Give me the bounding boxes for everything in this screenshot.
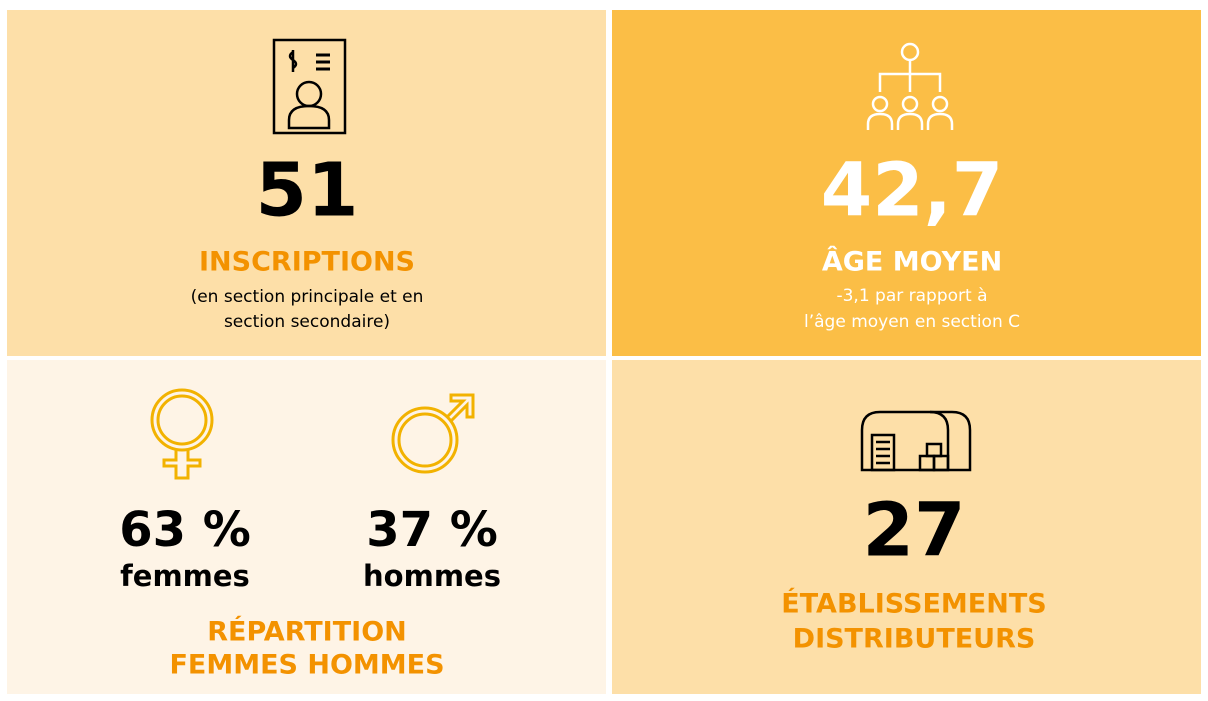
- male-icon: [391, 393, 475, 474]
- age-icon: [866, 42, 954, 130]
- label: ÂGE MOYEN: [822, 246, 1002, 278]
- label: ÉTABLISSEMENTS: [781, 588, 1046, 620]
- panel: [612, 10, 1201, 356]
- warehouse-icon: [860, 410, 972, 472]
- registration-icon: [272, 38, 347, 135]
- label: FEMMES HOMMES: [169, 650, 444, 681]
- value: 27: [863, 488, 966, 574]
- note: l’âge moyen en section C: [804, 312, 1020, 332]
- value: 51: [256, 148, 359, 234]
- label: hommes: [363, 559, 501, 593]
- label: DISTRIBUTEURS: [793, 624, 1036, 655]
- panel: [612, 360, 1201, 694]
- female-icon: [150, 388, 214, 480]
- note: (en section principale et en: [191, 287, 424, 307]
- value: 37 %: [366, 502, 498, 558]
- label: femmes: [120, 559, 250, 593]
- panel: [7, 360, 606, 694]
- note: -3,1 par rapport à: [836, 286, 987, 306]
- label: INSCRIPTIONS: [199, 247, 415, 278]
- value: 42,7: [821, 148, 1004, 234]
- label: RÉPARTITION: [207, 616, 407, 648]
- value: 63 %: [119, 502, 251, 558]
- panel: [7, 10, 606, 356]
- note: section secondaire): [224, 312, 390, 332]
